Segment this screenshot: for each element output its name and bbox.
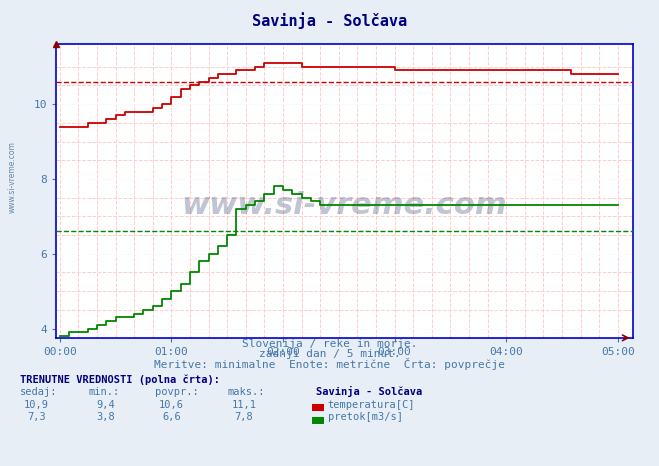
Text: 10,9: 10,9 <box>24 400 49 410</box>
Text: Savinja - Solčava: Savinja - Solčava <box>316 386 422 397</box>
Text: 10,6: 10,6 <box>159 400 184 410</box>
Text: Savinja - Solčava: Savinja - Solčava <box>252 13 407 29</box>
Text: 9,4: 9,4 <box>96 400 115 410</box>
Text: 7,3: 7,3 <box>27 412 45 422</box>
Text: Slovenija / reke in morje.: Slovenija / reke in morje. <box>242 339 417 349</box>
Text: 11,1: 11,1 <box>231 400 256 410</box>
Text: min.:: min.: <box>89 387 120 397</box>
Text: www.si-vreme.com: www.si-vreme.com <box>8 141 17 213</box>
Text: Meritve: minimalne  Enote: metrične  Črta: povprečje: Meritve: minimalne Enote: metrične Črta:… <box>154 358 505 370</box>
Text: 7,8: 7,8 <box>235 412 253 422</box>
Text: sedaj:: sedaj: <box>20 387 57 397</box>
Text: 6,6: 6,6 <box>162 412 181 422</box>
Text: www.si-vreme.com: www.si-vreme.com <box>181 191 507 220</box>
Text: povpr.:: povpr.: <box>155 387 198 397</box>
Text: zadnji dan / 5 minut.: zadnji dan / 5 minut. <box>258 350 401 359</box>
Text: pretok[m3/s]: pretok[m3/s] <box>328 412 403 422</box>
Text: maks.:: maks.: <box>227 387 265 397</box>
Text: TRENUTNE VREDNOSTI (polna črta):: TRENUTNE VREDNOSTI (polna črta): <box>20 375 219 385</box>
Text: temperatura[C]: temperatura[C] <box>328 400 415 410</box>
Text: 3,8: 3,8 <box>96 412 115 422</box>
